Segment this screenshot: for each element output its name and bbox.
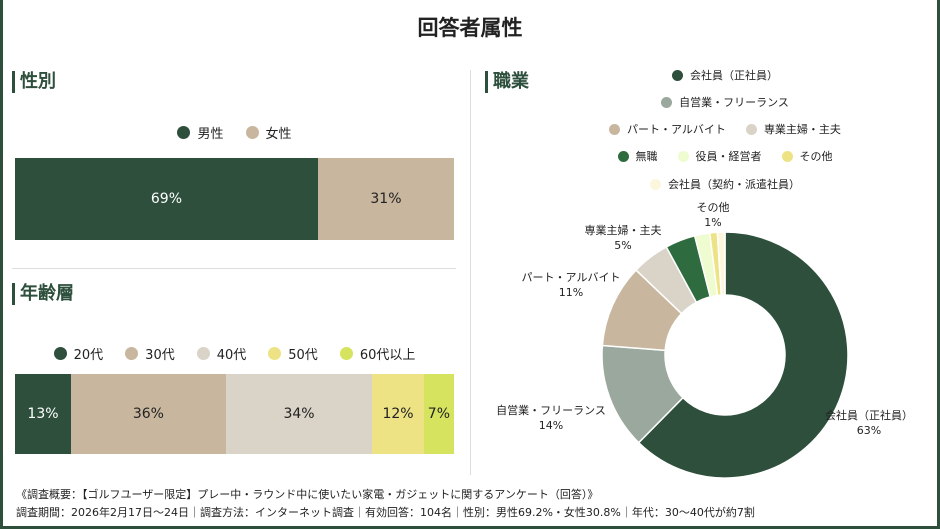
occupation-heading: 職業 <box>485 71 529 93</box>
legend-dot-icon <box>745 123 757 135</box>
legend-item: 会社員（契約・派遣社員） <box>650 176 800 192</box>
legend-dot-icon <box>661 96 673 108</box>
age-heading: 年齢層 <box>12 283 74 305</box>
page-title: 回答者属性 <box>417 16 523 40</box>
bar-data-label: 69% <box>150 191 183 207</box>
legend-item: 会社員（正社員） <box>672 67 778 83</box>
legend-label: 会社員（契約・派遣社員） <box>668 178 800 191</box>
legend-label: 無職 <box>635 150 658 163</box>
legend-row: 自営業・フリーランス <box>480 94 940 110</box>
legend-item: 自営業・フリーランス <box>661 94 789 110</box>
legend-dot-icon <box>677 150 689 162</box>
legend-label: 役員・経営者 <box>695 150 762 163</box>
data-label-value: 5% <box>614 239 632 252</box>
legend-item: 無職 <box>617 148 658 164</box>
legend-label: 20代 <box>73 348 104 363</box>
legend-item: 60代以上 <box>339 344 416 363</box>
donut-data-label: パート・アルバイト 11% <box>522 270 621 300</box>
legend-item: 専業主婦・主夫 <box>745 121 841 137</box>
legend-row: 会社員（契約・派遣社員） <box>480 176 940 192</box>
legend-label: 60代以上 <box>359 348 416 363</box>
data-label-name: パート・アルバイト <box>521 271 621 284</box>
footer-survey-title: 《調査概要：【ゴルフユーザー限定】プレー中・ラウンド中に使いたい家電・ガジェット… <box>16 488 599 501</box>
legend-item: 50代 <box>268 344 318 363</box>
bar-segment: 7% <box>423 374 454 454</box>
gender-heading: 性別 <box>12 71 56 93</box>
legend-row: 会社員（正社員） <box>480 67 940 83</box>
donut-slice <box>716 231 726 296</box>
bar-data-label: 13% <box>27 406 59 422</box>
donut-data-label: 専業主婦・主夫 5% <box>585 223 662 253</box>
legend-item: 40代 <box>196 344 247 363</box>
bar-segment: 36% <box>70 374 226 454</box>
legend-dot-icon <box>672 69 683 81</box>
divider <box>470 70 471 475</box>
age-legend: 20代 30代 40代 50代 60代以上 <box>15 344 454 363</box>
footer-survey-details: 調査期間：2026年2月17日〜24日｜調査方法：インターネット調査｜有効回答：… <box>16 506 755 519</box>
bar-data-label: 31% <box>370 191 402 207</box>
legend-item: その他 <box>781 148 833 164</box>
donut-slice <box>637 231 849 479</box>
legend-dot-icon <box>781 150 793 162</box>
bar-data-label: 36% <box>132 406 164 422</box>
divider <box>12 268 456 269</box>
bar-segment: 13% <box>15 374 71 454</box>
bar-data-label: 12% <box>382 406 414 422</box>
legend-row: 無職 役員・経営者 その他 <box>480 148 940 164</box>
legend-dot-icon <box>268 347 282 360</box>
data-label-name: その他 <box>696 201 730 214</box>
legend-dot-icon <box>177 126 191 139</box>
bar-data-label: 34% <box>283 406 315 422</box>
legend-item: パート・アルバイト <box>609 121 726 137</box>
bar-segment: 34% <box>225 374 373 454</box>
data-label-value: 11% <box>558 286 584 299</box>
legend-dot-icon <box>196 347 210 360</box>
age-bar: 13% 36% 34% 12% 7% <box>15 374 454 454</box>
gender-legend: 男性 女性 <box>15 123 454 142</box>
legend-item: 男性 <box>177 123 224 142</box>
gender-bar: 69% 31% <box>15 158 454 240</box>
legend-label: 専業主婦・主夫 <box>763 123 841 136</box>
legend-dot-icon <box>617 150 629 162</box>
legend-dot-icon <box>53 347 67 360</box>
legend-row: パート・アルバイト 専業主婦・主夫 <box>480 121 940 137</box>
legend-label: 男性 <box>197 127 224 142</box>
legend-label: 50代 <box>288 348 318 363</box>
donut-data-label: 自営業・フリーランス 14% <box>496 403 606 433</box>
legend-dot-icon <box>609 123 621 135</box>
bar-segment: 12% <box>372 374 424 454</box>
legend-label: パート・アルバイト <box>627 123 726 136</box>
legend-label: 女性 <box>265 127 292 142</box>
donut-data-label: 会社員（正社員） 63% <box>825 408 913 438</box>
legend-item: 役員・経営者 <box>677 148 762 164</box>
data-label-value: 63% <box>856 424 882 437</box>
legend-item: 20代 <box>53 344 104 363</box>
legend-dot-icon <box>245 126 259 139</box>
legend-dot-icon <box>339 347 353 360</box>
legend-label: 40代 <box>216 348 247 363</box>
legend-label: 30代 <box>145 348 175 363</box>
data-label-name: 会社員（正社員） <box>825 409 913 422</box>
legend-label: 自営業・フリーランス <box>679 96 789 109</box>
legend-dot-icon <box>650 178 661 190</box>
bar-data-label: 7% <box>427 406 451 422</box>
legend-label: その他 <box>799 150 833 163</box>
donut-data-label: その他 1% <box>697 200 730 230</box>
data-label-name: 専業主婦・主夫 <box>584 224 662 237</box>
legend-dot-icon <box>125 347 139 360</box>
legend-item: 女性 <box>245 123 292 142</box>
data-label-value: 1% <box>704 216 722 229</box>
legend-item: 30代 <box>125 344 175 363</box>
legend-label: 会社員（正社員） <box>690 69 778 82</box>
data-label-value: 14% <box>538 419 564 432</box>
bar-segment: 69% <box>15 158 318 240</box>
data-label-name: 自営業・フリーランス <box>496 404 606 417</box>
bar-segment: 31% <box>317 158 454 240</box>
